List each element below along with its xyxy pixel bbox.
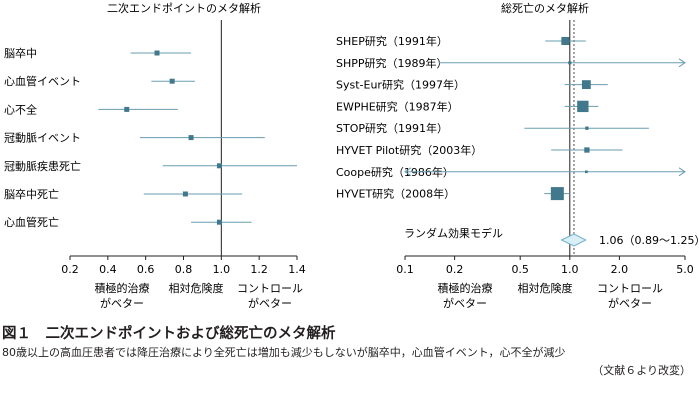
point-estimate-marker (561, 36, 570, 46)
chart-title: 二次エンドポイントのメタ解析 (107, 1, 261, 15)
point-estimate-marker (585, 170, 588, 174)
row-label: HYVET Pilot研究（2003年） (336, 143, 482, 157)
row-label: STOP研究（1991年） (336, 121, 448, 135)
row-label: SHEP研究（1991年） (336, 34, 448, 48)
right-note: がベター (248, 296, 292, 310)
x-tick-label: 1.0 (561, 263, 579, 276)
point-estimate-marker (584, 147, 590, 153)
figure-caption-title: 図１ 二次エンドポイントおよび総死亡のメタ解析 (2, 325, 336, 342)
x-tick-label: 0.6 (137, 263, 155, 276)
row-label: HYVET研究（2008年） (336, 187, 455, 201)
row-label: 心血管死亡 (4, 215, 59, 229)
point-estimate-marker (188, 135, 194, 141)
x-tick-label: 0.2 (446, 263, 464, 276)
point-estimate-marker (550, 187, 564, 201)
secondary-endpoints-panel: 二次エンドポイントのメタ解析 0.2 0.4 0.6 0.8 1.0 1.2 1.4 脳卒中心血… (4, 1, 306, 310)
x-tick-label: 0.1 (396, 263, 414, 276)
point-estimate-marker (585, 126, 589, 130)
point-estimate-marker (577, 100, 589, 113)
x-axis-label: 相対危険度 (169, 281, 224, 295)
x-tick-label: 1.0 (213, 263, 231, 276)
x-tick-label: 2.0 (611, 263, 629, 276)
point-estimate-marker (581, 80, 591, 90)
x-tick-label: 0.5 (511, 263, 529, 276)
right-note: がベター (608, 296, 652, 310)
x-tick-label: 0.2 (61, 263, 79, 276)
point-estimate-marker (568, 61, 572, 65)
point-estimate-marker (154, 50, 160, 56)
x-tick-label: 5.0 (676, 263, 694, 276)
ci-arrow-right (678, 167, 686, 177)
row-label: 脳卒中死亡 (4, 187, 59, 201)
point-estimate-marker (182, 191, 188, 197)
forest-plot-figure: 二次エンドポイントのメタ解析 0.2 0.4 0.6 0.8 1.0 1.2 1.4 脳卒中心血… (4, 1, 699, 310)
total-mortality-panel: 総死亡のメタ解析 0.1 0.2 0.5 1.0 2.0 5.0 SHEP研究（1991年） S… (336, 1, 699, 310)
point-estimate-marker (124, 106, 130, 112)
ci-arrow-right (678, 58, 686, 68)
right-note: コントロール (237, 282, 303, 295)
row-label: 脳卒中 (4, 46, 37, 60)
pooled-diamond (560, 233, 587, 247)
left-note: がベター (443, 296, 487, 310)
x-axis-label: 相対危険度 (518, 281, 573, 295)
row-label: 心血管イベント (4, 74, 81, 88)
ci-arrow-left (404, 167, 412, 177)
left-note: 積極的治療 (95, 281, 150, 295)
row-label: EWPHE研究（1987年） (336, 99, 459, 113)
x-tick-label: 0.8 (175, 263, 193, 276)
left-note: がベター (100, 296, 144, 310)
row-label: 心不全 (4, 102, 37, 116)
point-estimate-marker (216, 163, 222, 169)
x-tick-label: 1.2 (250, 263, 268, 276)
point-estimate-marker (169, 78, 175, 84)
row-label: Coope研究（1986年） (336, 165, 454, 179)
left-note: 積極的治療 (438, 281, 493, 295)
point-estimate-marker (216, 219, 222, 225)
pooled-estimate-text: 1.06（0.89〜1.25） (599, 234, 699, 247)
row-label: SHPP研究（1989年） (336, 56, 448, 70)
row-label: 冠動脈疾患死亡 (4, 159, 81, 173)
figure-caption-source: （文献６より改変） (592, 364, 691, 377)
x-tick-label: 1.4 (288, 263, 306, 276)
row-label: 冠動脈イベント (4, 131, 81, 145)
row-label: Syst-Eur研究（1997年） (336, 78, 465, 92)
chart-title: 総死亡のメタ解析 (501, 1, 589, 15)
x-tick-label: 0.4 (99, 263, 117, 276)
figure-caption-body: 80歳以上の高血圧患者では降圧治療により全死亡は増加も減少もしないが脳卒中，心血… (2, 346, 566, 359)
pooled-label: ランダム効果モデル (404, 226, 503, 240)
right-note: コントロール (597, 282, 663, 295)
